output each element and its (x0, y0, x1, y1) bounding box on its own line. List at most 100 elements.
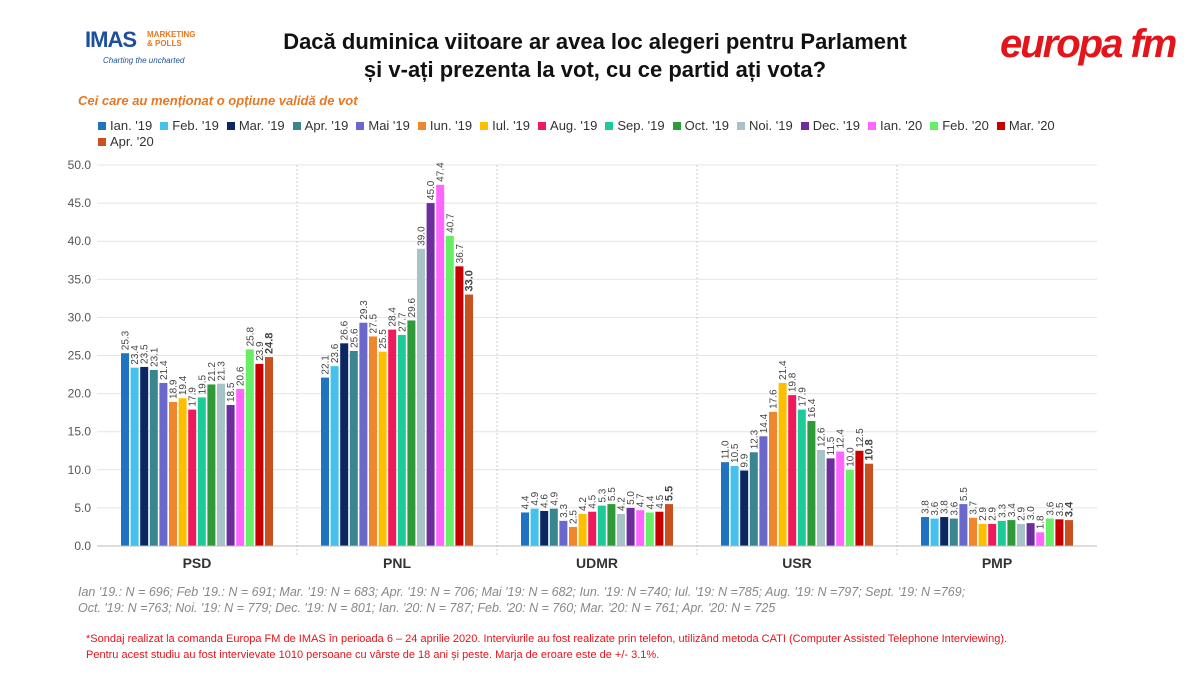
legend-swatch (930, 122, 939, 130)
bar (778, 382, 787, 546)
bar (349, 350, 358, 546)
bar (130, 367, 139, 546)
footnote-line2: Pentru acest studiu au fost intervievate… (86, 649, 660, 661)
legend-swatch (98, 122, 106, 130)
category-label: PNL (383, 555, 411, 571)
data-label: 23.9 (255, 341, 266, 361)
bar-chart: 0.0 5.0 10.0 15.0 20.0 25.0 30.0 35.0 40.0 45.0 50… (68, 158, 1097, 571)
data-label: 3.3 (559, 504, 570, 518)
data-label: 3.7 (969, 500, 980, 514)
data-label: 23.4 (130, 345, 141, 365)
legend-label: Oct. '19 (684, 118, 730, 133)
notes-line2: Oct. '19: N =763; Noi. '19: N = 779; Dec… (78, 601, 776, 615)
footnote: *Sondaj realizat la comanda Europa FM de… (86, 631, 1136, 663)
data-label: 45.0 (426, 180, 437, 200)
legend-swatch (605, 122, 614, 130)
legend-swatch (737, 122, 746, 130)
data-label: 17.6 (769, 389, 780, 409)
bar (817, 449, 825, 546)
legend-swatch (417, 122, 426, 130)
bar (836, 451, 845, 546)
data-label: 33.0 (464, 270, 476, 291)
legend-item: Mai '19 (356, 118, 410, 134)
data-label: 39.0 (417, 226, 428, 246)
bar (188, 409, 197, 546)
sample-notes: Ian '19.: N = 696; Feb '19.: N = 691; Ma… (78, 584, 1078, 616)
imas-logo: IMAS MARKETING & POLLS Charting the uncha… (85, 28, 235, 72)
bar (997, 520, 1006, 546)
legend-swatch (538, 122, 547, 130)
data-label: 25.6 (349, 328, 360, 348)
bar (1017, 523, 1025, 546)
data-label: 11.5 (826, 436, 837, 455)
bar (921, 517, 929, 546)
bar (645, 512, 654, 546)
legend-label: Feb. '19 (172, 118, 219, 133)
data-label: 11.0 (721, 440, 732, 459)
legend-swatch (98, 138, 106, 146)
legend-item: Ian. '20 (867, 118, 923, 134)
legend-label: Iul. '19 (492, 118, 531, 133)
data-label: 17.9 (188, 387, 199, 407)
bar (826, 458, 835, 546)
category-label: PSD (183, 555, 212, 571)
bar (730, 465, 739, 546)
bar (759, 436, 768, 546)
legend-item: Feb. '19 (160, 118, 219, 134)
y-tick-label: 5.0 (74, 501, 91, 515)
imas-tag1: MARKETING (147, 30, 196, 39)
legend-label: Noi. '19 (749, 118, 793, 133)
bar (636, 510, 645, 546)
bar (330, 366, 339, 546)
bar (417, 248, 425, 546)
data-label: 23.5 (140, 344, 151, 364)
data-label: 10.5 (730, 443, 741, 463)
title-line1: Dacă duminica viitoare ar avea loc alege… (283, 29, 907, 54)
bar (865, 463, 873, 546)
bar (530, 508, 539, 546)
data-label: 18.9 (169, 379, 180, 399)
imas-logo-tag: MARKETING & POLLS (147, 30, 195, 48)
legend-swatch (800, 122, 809, 130)
data-label: 21.3 (217, 361, 228, 381)
bar (236, 389, 245, 546)
bar (769, 411, 777, 546)
category-label: PMP (982, 555, 1012, 571)
data-label: 5.0 (626, 491, 637, 505)
legend-item: Dec. '19 (800, 118, 860, 134)
bar (597, 505, 606, 546)
legend-item: Oct. '19 (672, 118, 730, 134)
legend-label: Ian. '20 (879, 118, 923, 133)
data-label: 25.8 (245, 327, 256, 347)
legend-item: Apr. '20 (98, 134, 154, 150)
bar (1026, 523, 1035, 546)
bar (245, 349, 254, 546)
data-label: 29.6 (407, 298, 418, 318)
bar (340, 343, 349, 546)
data-label: 17.9 (797, 387, 808, 407)
notes-line1: Ian '19.: N = 696; Feb '19.: N = 691; Ma… (78, 585, 966, 599)
imas-slogan: Charting the uncharted (103, 56, 185, 65)
data-label: 3.8 (921, 500, 932, 514)
legend-label: Iun. '19 (429, 118, 473, 133)
data-label: 4.7 (636, 493, 647, 507)
y-tick-label: 40.0 (68, 234, 92, 248)
legend-label: Dec. '19 (812, 118, 860, 133)
bar (455, 266, 464, 546)
bar (588, 511, 597, 546)
bar (665, 504, 673, 546)
legend-label: Ian. '19 (110, 118, 153, 133)
legend-label: Feb. '20 (942, 118, 989, 133)
data-label: 4.4 (645, 495, 656, 509)
data-label: 19.5 (197, 375, 208, 395)
data-label: 12.3 (749, 429, 760, 449)
y-tick-label: 25.0 (68, 349, 92, 363)
y-tick-label: 50.0 (68, 158, 92, 172)
y-tick-label: 10.0 (68, 463, 92, 477)
data-label: 9.9 (740, 453, 751, 467)
data-label: 1.8 (1036, 515, 1047, 529)
data-label: 21.4 (159, 360, 170, 380)
data-label: 21.2 (207, 362, 218, 382)
imas-tag2: & POLLS (147, 39, 182, 48)
bar (721, 462, 729, 546)
